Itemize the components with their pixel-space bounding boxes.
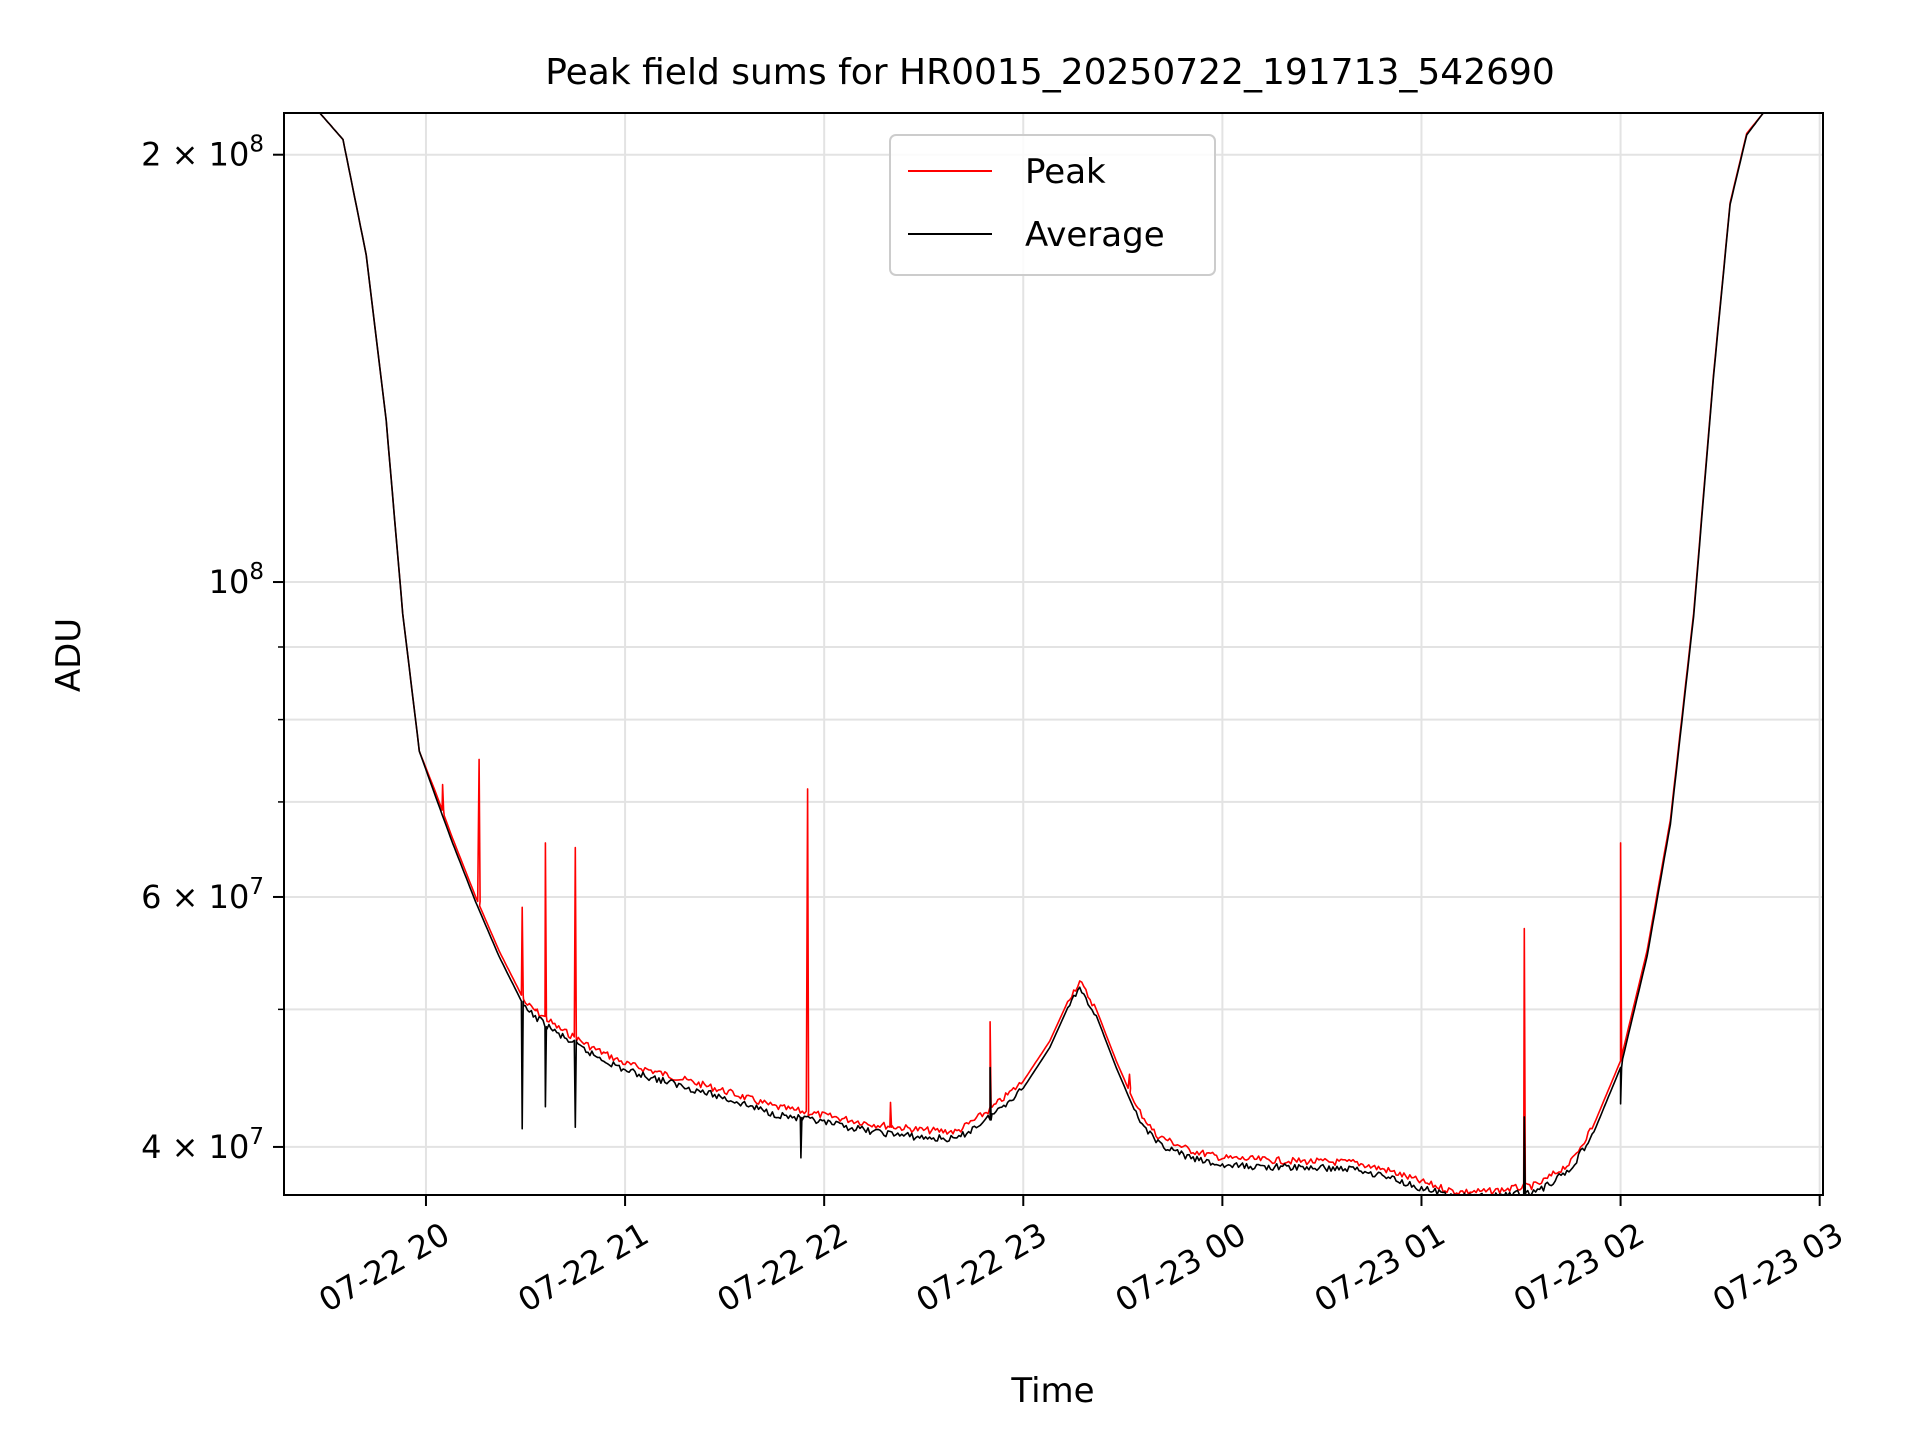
legend-label-average: Average	[1025, 215, 1165, 255]
chart-title: Peak field sums for HR0015_20250722_1917…	[545, 52, 1555, 93]
y-tick-label: 108	[209, 559, 264, 601]
series-lines	[284, 113, 1823, 1195]
y-tick-label: 4 × 107	[141, 1124, 264, 1166]
y-tick-base: 6 × 10	[141, 878, 249, 916]
y-tick-base: 2 × 10	[141, 136, 249, 174]
legend-label-peak: Peak	[1025, 152, 1106, 192]
y-tick-base: 10	[209, 563, 250, 601]
y-tick-label: 6 × 107	[141, 874, 264, 916]
y-tick-exponent: 8	[249, 132, 264, 158]
y-tick-label: 2 × 108	[141, 132, 264, 174]
plot-frame	[283, 112, 1824, 1196]
grid	[284, 113, 1823, 1195]
series-line-average	[284, 113, 1823, 1195]
y-tick-exponent: 7	[249, 1124, 264, 1150]
series-line-peak	[284, 113, 1823, 1195]
y-axis-label: ADU	[49, 618, 89, 692]
y-tick-exponent: 7	[249, 874, 264, 900]
y-tick-exponent: 8	[249, 559, 264, 585]
legend: Peak Average	[889, 134, 1216, 276]
x-axis-label: Time	[1010, 1371, 1094, 1411]
y-tick-base: 4 × 10	[141, 1128, 249, 1166]
